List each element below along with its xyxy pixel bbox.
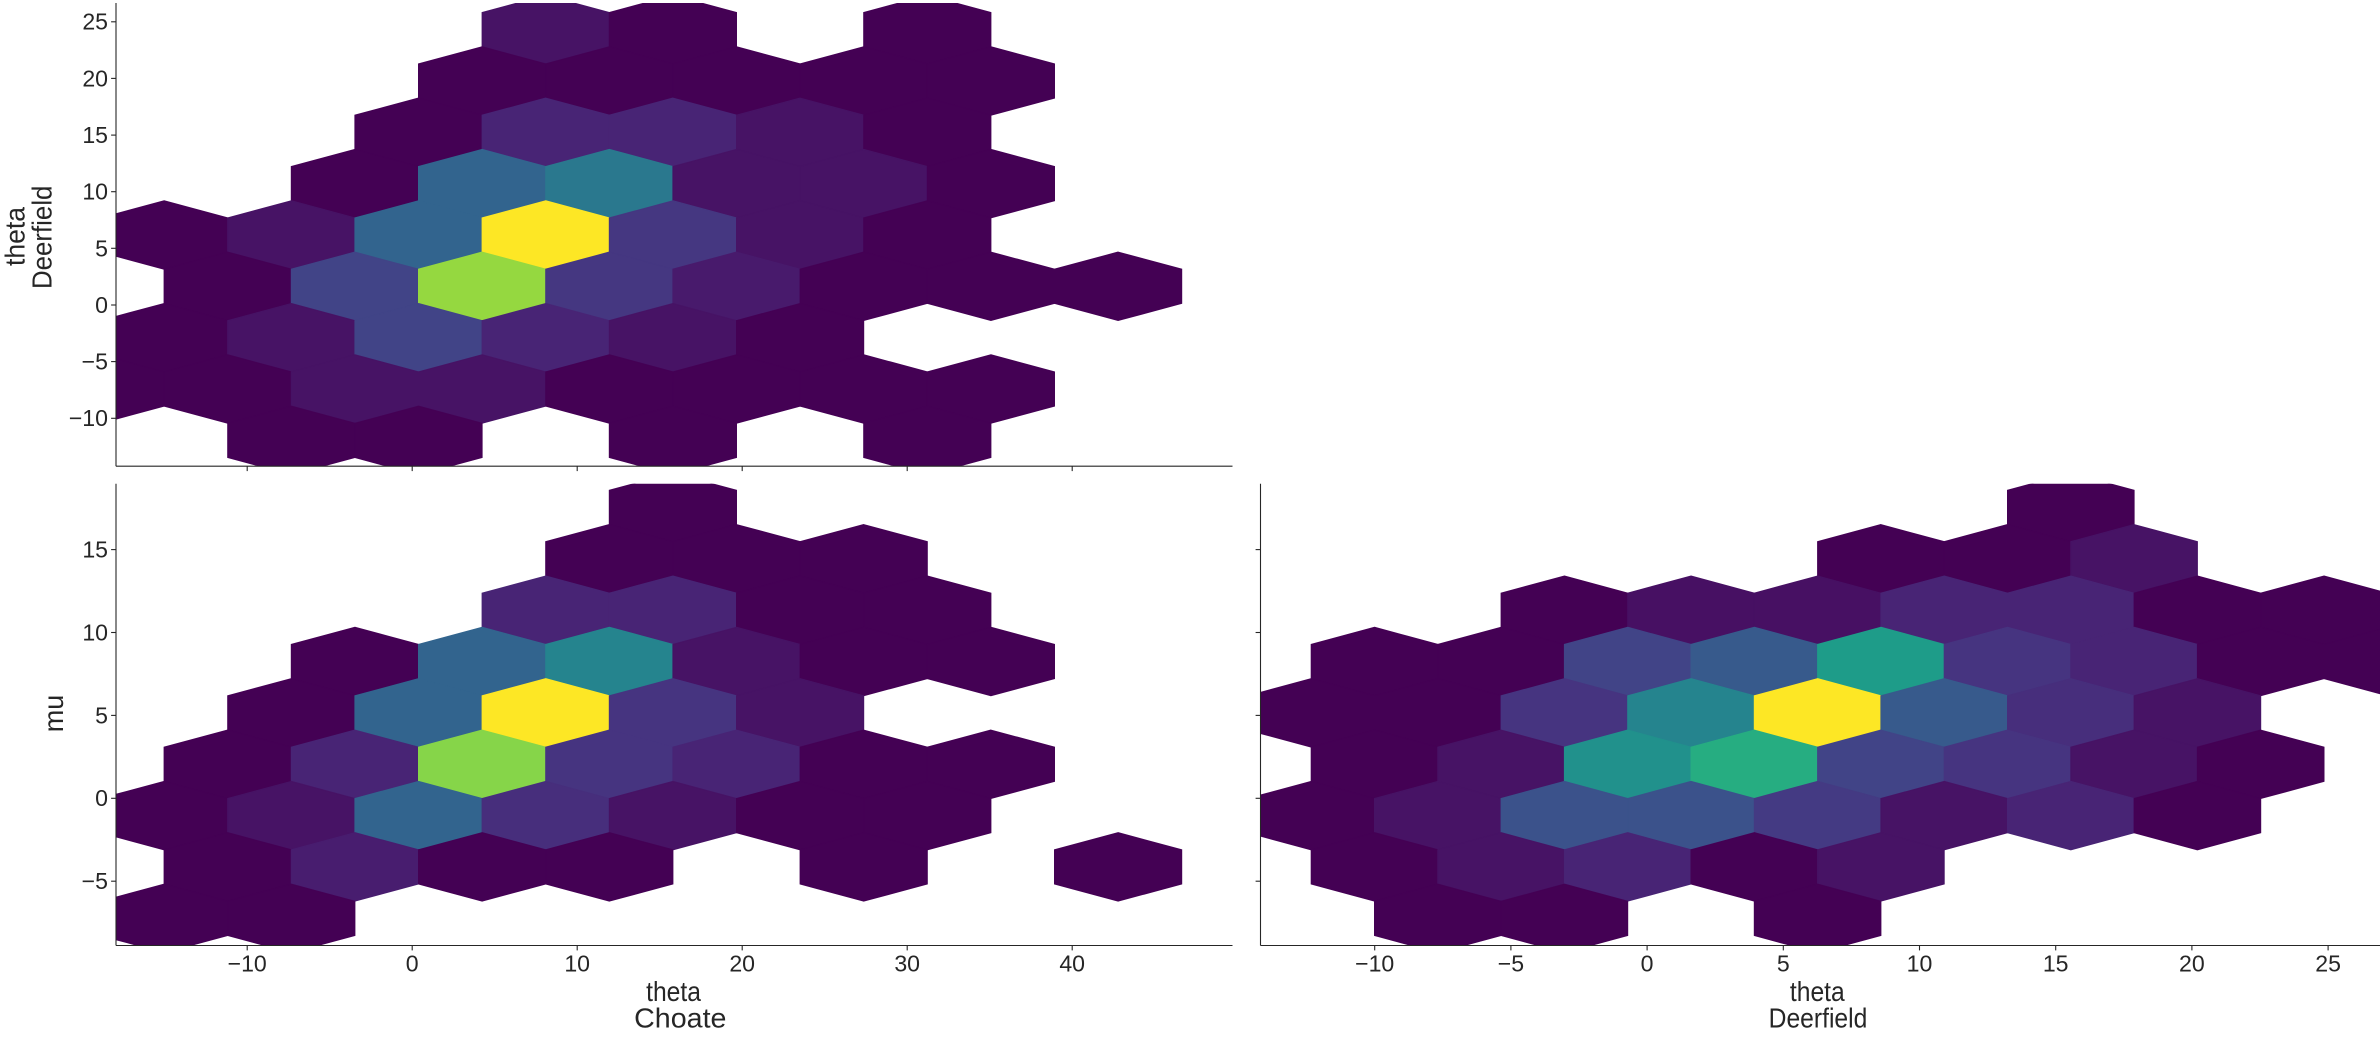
svg-text:−10: −10: [228, 951, 267, 977]
svg-text:15: 15: [2043, 951, 2069, 977]
svg-text:5: 5: [95, 235, 108, 261]
svg-text:Deerfield: Deerfield: [1769, 1002, 1868, 1033]
svg-text:0: 0: [95, 785, 108, 811]
svg-text:10: 10: [82, 619, 108, 645]
svg-text:40: 40: [1059, 951, 1085, 977]
svg-text:10: 10: [82, 179, 108, 205]
svg-text:−5: −5: [82, 349, 108, 375]
svg-text:30: 30: [894, 951, 920, 977]
svg-text:−10: −10: [1355, 951, 1394, 977]
svg-text:0: 0: [1641, 951, 1654, 977]
svg-text:25: 25: [2315, 951, 2341, 977]
svg-text:10: 10: [564, 951, 590, 977]
svg-text:Choate: Choate: [634, 1002, 726, 1033]
svg-text:20: 20: [729, 951, 755, 977]
svg-text:mu: mu: [38, 695, 69, 733]
svg-text:0: 0: [406, 951, 419, 977]
svg-text:10: 10: [1907, 951, 1933, 977]
svg-text:25: 25: [82, 9, 108, 35]
svg-text:Deerfield: Deerfield: [26, 186, 57, 289]
svg-text:−10: −10: [69, 405, 108, 431]
svg-text:20: 20: [2179, 951, 2205, 977]
svg-text:theta: theta: [0, 206, 30, 266]
svg-text:15: 15: [82, 122, 108, 148]
svg-text:5: 5: [1777, 951, 1790, 977]
svg-text:theta: theta: [646, 976, 701, 1007]
svg-text:5: 5: [95, 702, 108, 728]
svg-text:theta: theta: [1790, 976, 1845, 1007]
svg-text:0: 0: [95, 292, 108, 318]
svg-text:20: 20: [82, 65, 108, 91]
svg-text:15: 15: [82, 537, 108, 563]
svg-text:−5: −5: [82, 868, 108, 894]
svg-text:−5: −5: [1498, 951, 1524, 977]
